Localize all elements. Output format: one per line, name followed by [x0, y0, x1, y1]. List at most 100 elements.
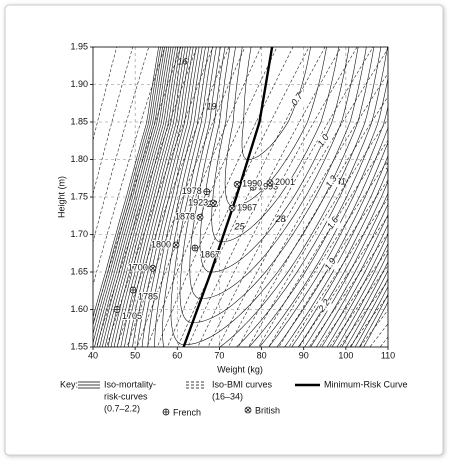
iso-mortality-curve — [93, 47, 388, 347]
year-label: 1700 — [128, 263, 148, 273]
key-mortality-symbol — [78, 381, 100, 389]
data-point — [129, 286, 137, 294]
iso-bmi-curve — [167, 47, 310, 347]
iso-bmi-curve — [177, 47, 326, 347]
label-bg — [324, 259, 338, 270]
iso-bmi-curve — [197, 47, 358, 347]
legend-french: French — [173, 407, 201, 417]
point-glyph — [267, 180, 273, 186]
point-glyph — [210, 200, 216, 206]
key-text: Iso-mortality- — [104, 379, 156, 389]
data-point — [266, 179, 274, 187]
iso-bmi-curve — [116, 47, 230, 347]
iso-bmi-curve — [238, 96, 388, 347]
year-label: 1705 — [122, 311, 142, 321]
iso-mortality-curve — [162, 47, 382, 347]
year-label: 1867 — [200, 249, 220, 259]
year-label: 1978 — [182, 186, 202, 196]
iso-bmi-curve — [217, 48, 388, 347]
iso-mortality-curve — [120, 47, 388, 347]
iso-mortality-curve — [104, 47, 388, 347]
year-label: 2001 — [275, 177, 295, 187]
iso-mortality-curve — [93, 47, 388, 347]
iso-bmi-label: 34 — [386, 161, 396, 171]
year-label: 1878 — [175, 212, 195, 222]
key-british-symbol — [244, 406, 252, 414]
data-point — [203, 188, 211, 196]
point-glyph — [173, 242, 179, 248]
iso-bmi-curve — [227, 72, 388, 347]
data-point — [233, 180, 241, 188]
iso-bmi-curve — [187, 47, 342, 347]
data-point — [196, 213, 204, 221]
iso-bmi-label: 28 — [275, 214, 286, 224]
iso-mortality-curve — [132, 47, 388, 347]
label-bg — [325, 177, 339, 187]
iso-mortality-curve — [136, 47, 388, 347]
y-tick-label: 1.65 — [70, 266, 88, 276]
iso-bmi-label: 25 — [234, 221, 246, 231]
y-axis-label: Height (m) — [56, 176, 66, 218]
iso-bmi-curve — [207, 47, 374, 347]
iso-bmi-label: 31 — [336, 176, 346, 186]
data-point — [228, 204, 236, 212]
iso-bmi-curve — [248, 118, 388, 347]
point-glyph — [234, 181, 240, 187]
y-tick-label: 1.80 — [70, 154, 88, 164]
data-point — [172, 241, 180, 249]
x-tick-label: 80 — [257, 350, 267, 360]
y-tick-label: 1.60 — [70, 304, 88, 314]
x-tick-label: 60 — [172, 350, 182, 360]
iso-mortality-curve — [116, 47, 388, 347]
iso-bmi-curve — [146, 47, 278, 347]
key-text: Iso-BMI curves — [212, 379, 273, 389]
iso-mortality-curve — [110, 47, 388, 347]
data-point — [191, 244, 199, 252]
label-bg — [291, 94, 305, 105]
data-point — [113, 306, 121, 313]
key-text: risk-curves — [104, 391, 148, 401]
key-text: (0.7–2.2) — [104, 403, 140, 413]
year-label: 1967 — [237, 203, 257, 213]
plot-area: 161922252831340.71.01.31.61.92.2 — [93, 47, 396, 347]
y-tick-label: 1.85 — [70, 116, 88, 126]
iso-mortality-curve — [147, 47, 388, 347]
key-text: (16–34) — [212, 391, 243, 401]
year-label: 1923 — [188, 197, 208, 207]
iso-mortality-curve — [154, 47, 388, 347]
point-glyph — [197, 214, 203, 220]
iso-bmi-curve — [349, 295, 388, 347]
y-tick-label: 1.55 — [70, 341, 88, 351]
y-tick-label: 1.90 — [70, 79, 88, 89]
iso-mortality-curve — [99, 47, 388, 347]
x-tick-label: 40 — [88, 350, 98, 360]
iso-mortality-curve — [124, 47, 388, 347]
y-tick-label: 1.75 — [70, 191, 88, 201]
iso-mortality-curve — [93, 47, 388, 347]
iso-mortality-curve — [94, 47, 388, 347]
x-tick-label: 100 — [338, 350, 353, 360]
year-label: 1785 — [138, 291, 158, 301]
iso-bmi-curve — [126, 47, 246, 347]
iso-mortality-curve — [93, 47, 388, 347]
iso-mortality-curve — [141, 47, 388, 347]
point-glyph — [150, 265, 156, 271]
x-tick-label: 90 — [299, 350, 309, 360]
x-axis-label: Weight (kg) — [217, 364, 263, 374]
iso-bmi-curve — [93, 47, 134, 196]
data-point — [249, 183, 257, 191]
year-label: 1993 — [258, 182, 278, 192]
min-risk-curve — [182, 47, 274, 347]
label-bg — [317, 135, 331, 146]
point-glyph — [229, 205, 235, 211]
legend-british: British — [255, 405, 280, 415]
iso-mortality-curve — [101, 47, 388, 347]
y-tick-label: 1.70 — [70, 229, 88, 239]
iso-bmi-curve — [268, 160, 388, 347]
iso-mortality-curve — [113, 47, 388, 347]
label-bg — [327, 218, 341, 229]
data-point — [149, 264, 157, 272]
x-tick-label: 50 — [130, 350, 140, 360]
iso-mortality-curve — [107, 47, 388, 347]
